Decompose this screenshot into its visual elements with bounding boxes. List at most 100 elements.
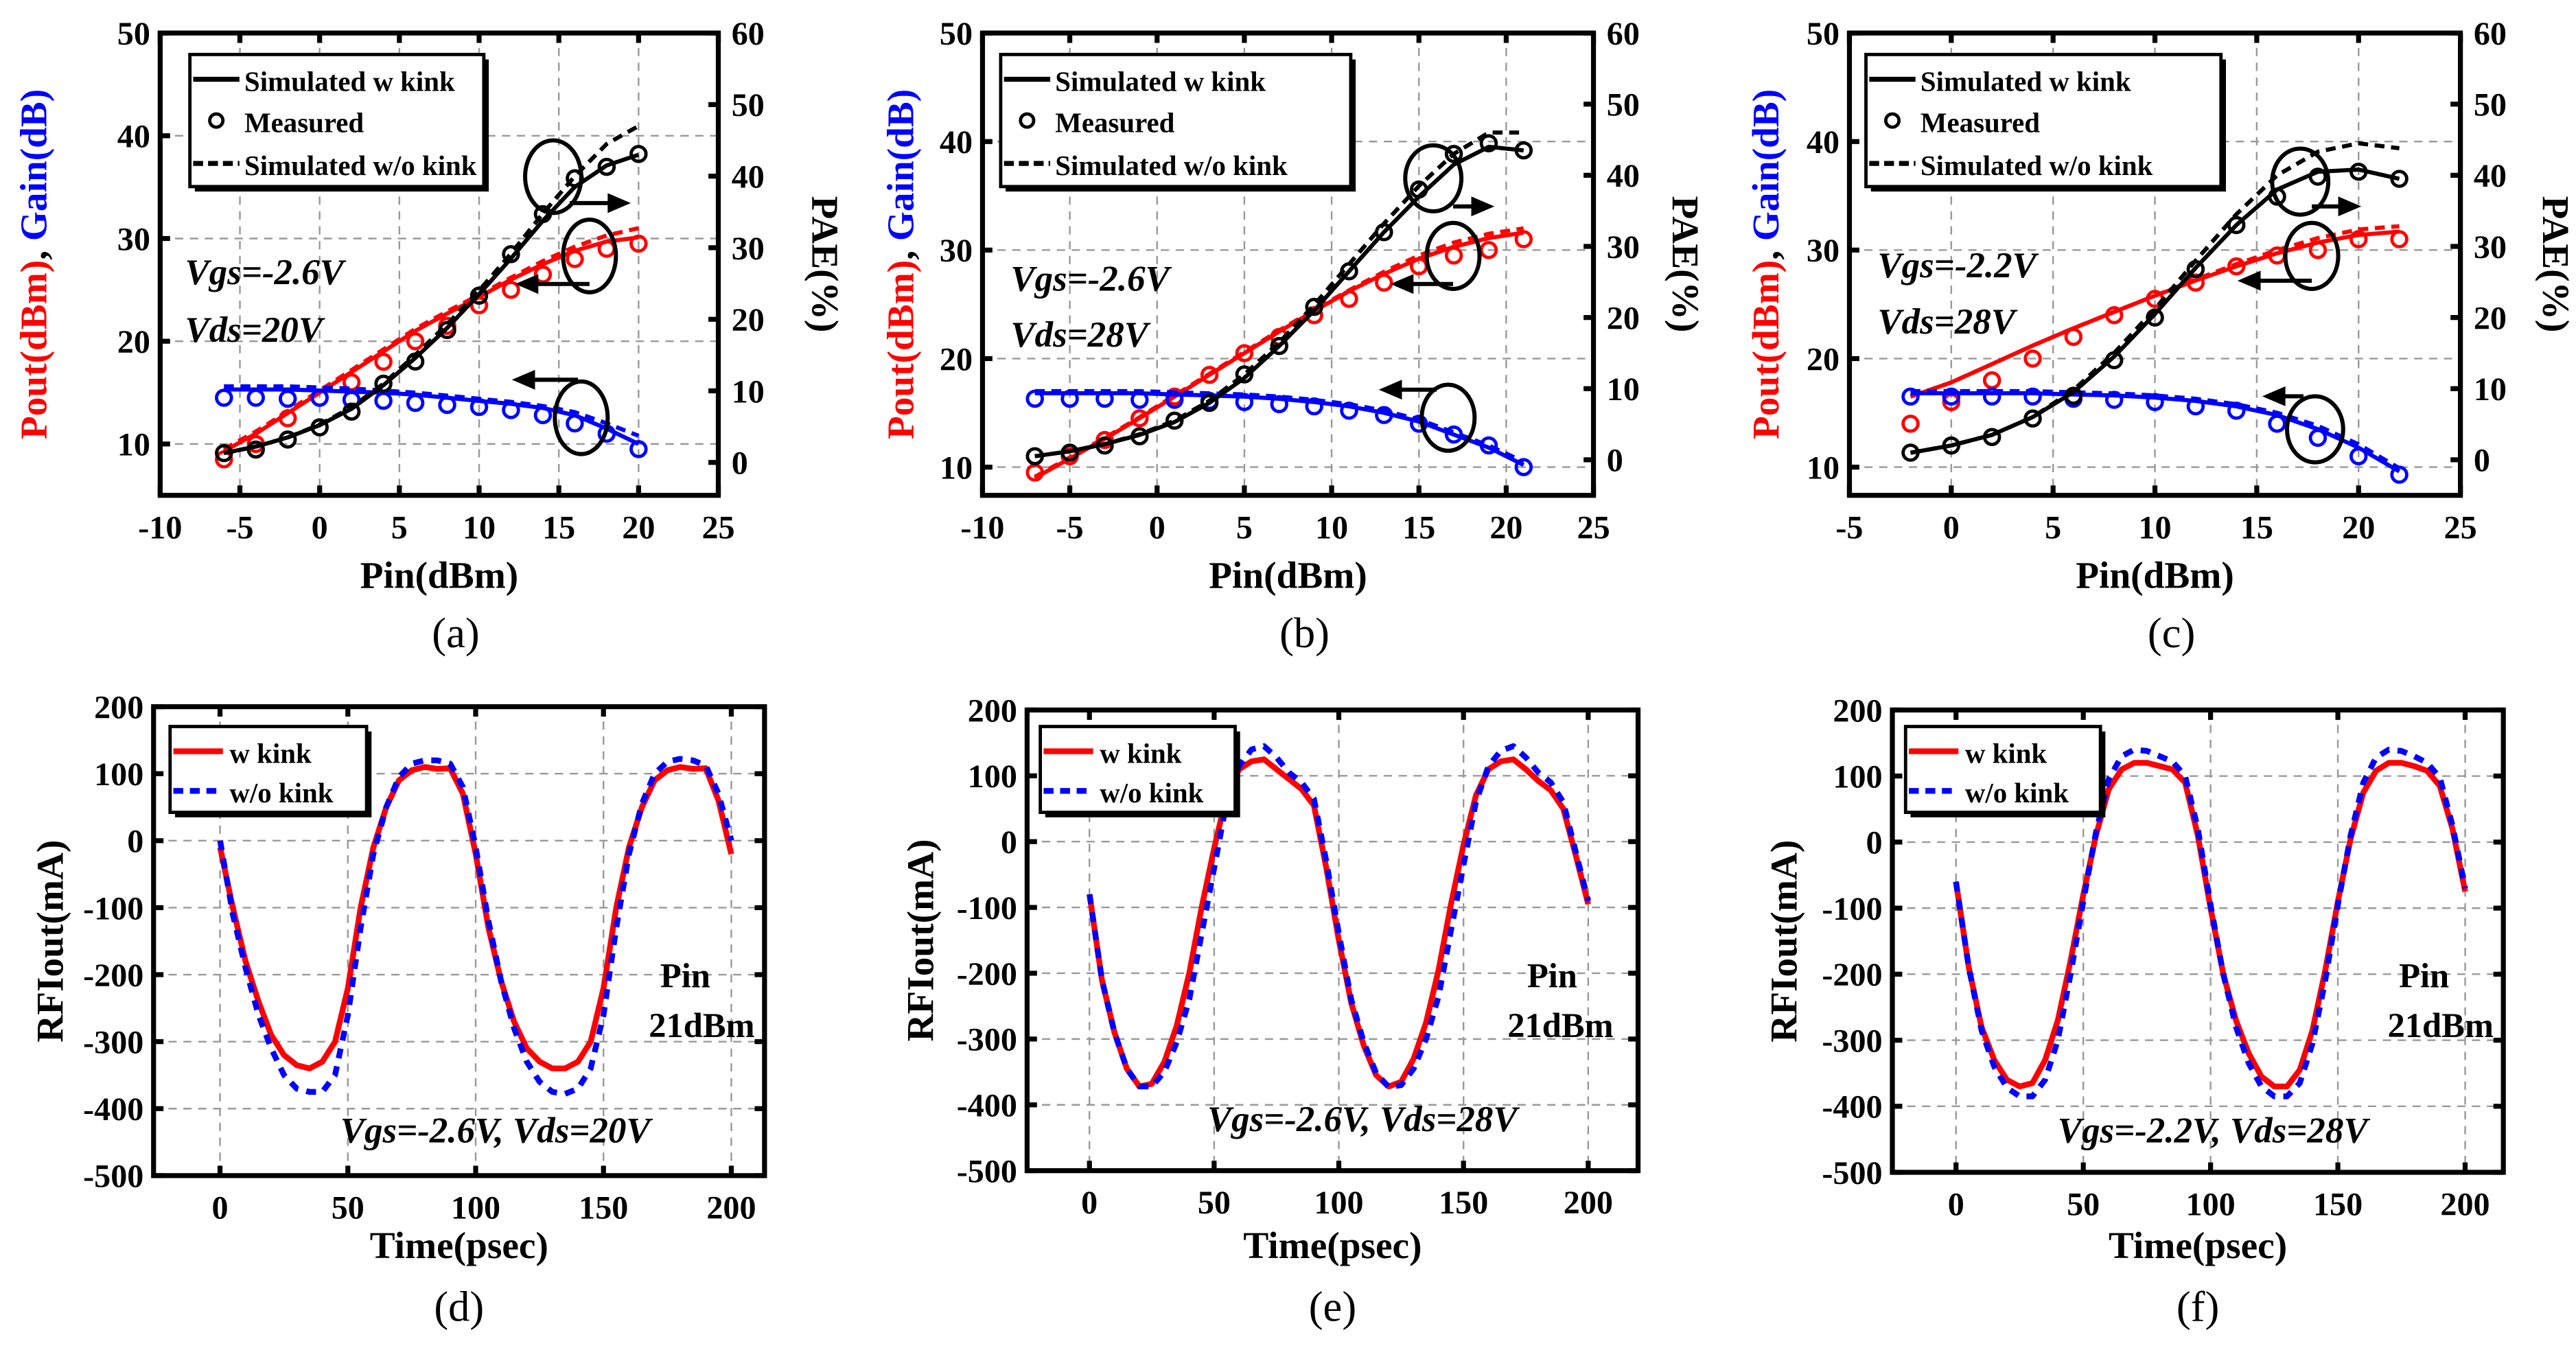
data-point-measured [278, 389, 297, 408]
y2-tick-label: 40 [2474, 158, 2507, 194]
legend-item: w/o kink [1100, 778, 1203, 809]
x-axis-label: Pin(dBm) [360, 554, 519, 596]
x-tick-label: 0 [1943, 509, 1960, 546]
data-point-measured [1270, 395, 1289, 414]
data-point-measured [1479, 134, 1498, 152]
y2-tick-label: 30 [1607, 229, 1640, 266]
data-point-measured [374, 352, 393, 371]
legend-circle-marker-icon [1019, 112, 1036, 129]
chart-panel-d: 0 50 100 150 200 -500 -400 -300 -200 -100 0 100 200 T… [29, 689, 767, 1331]
x-tick-label: 15 [1402, 509, 1435, 546]
y-tick-label: -500 [957, 1153, 1017, 1189]
y2-tick-label: 40 [732, 159, 765, 195]
x-axis-label: Time(psec) [2109, 1224, 2287, 1266]
data-point-measured [2104, 305, 2124, 325]
y-tick-label: 100 [1833, 759, 1882, 795]
series-gain-measured [215, 388, 648, 458]
x-tick-label: 100 [451, 1189, 500, 1226]
y-tick-label: -400 [83, 1091, 143, 1128]
y-tick-label: -300 [1822, 1023, 1882, 1059]
data-point-measured [1410, 415, 1428, 433]
y2-tick-label: 40 [1607, 158, 1640, 194]
data-point-measured [1479, 241, 1498, 259]
x-tick-label: 15 [542, 509, 575, 546]
series-w-o-kink [1953, 746, 2468, 1100]
panel-label: (b) [1279, 609, 1330, 657]
y-axis-label-part: Pout(dBm) [1745, 260, 1787, 439]
y2-tick-label: 50 [732, 87, 765, 124]
y2-axis-label: PAE(%) [2535, 196, 2576, 333]
legend-item: w/o kink [229, 778, 333, 809]
data-point-measured [2023, 349, 2042, 368]
y-tick-label: 40 [1807, 124, 1840, 161]
y-tick-label: -100 [1822, 891, 1882, 927]
legend-circle-marker-icon [1883, 112, 1901, 129]
arrow-head-icon [2262, 386, 2286, 406]
y-tick-label: 10 [940, 450, 973, 486]
bias-annotation: Vgs=-2.6V, Vds=20V [340, 1111, 653, 1151]
y-tick-label: 10 [1807, 450, 1840, 486]
data-point-measured [438, 321, 456, 340]
x-tick-label: -10 [138, 509, 182, 546]
y2-axis-label: PAE(%) [804, 196, 846, 333]
x-tick-label: 0 [212, 1189, 229, 1226]
series-pae-simulated-w-o-kink [1910, 141, 2400, 455]
x-tick-label: 10 [1315, 509, 1348, 546]
y2-tick-label: 60 [732, 16, 765, 52]
data-point-measured [1479, 436, 1498, 455]
y2-tick-label: 60 [2474, 16, 2507, 52]
data-point-measured [1165, 391, 1184, 409]
x-tick-label: -5 [1056, 509, 1084, 546]
series-line [1034, 130, 1524, 458]
data-point-measured [1340, 290, 1358, 308]
data-point-measured [1305, 297, 1323, 316]
y-tick-label: 30 [117, 221, 150, 257]
axis-indicator-circle-icon [2270, 146, 2331, 217]
data-point-measured [406, 393, 425, 412]
arrow-head-icon [511, 369, 535, 390]
data-point-measured [1130, 409, 1149, 428]
data-point-measured [597, 157, 616, 176]
y2-tick-label: 0 [2474, 443, 2490, 479]
data-point-measured [1901, 415, 1920, 433]
data-point-measured [469, 286, 489, 305]
bias-annotation: Vds=20V [185, 310, 325, 350]
data-point-measured [2186, 397, 2205, 416]
y2-tick-label: 30 [732, 231, 765, 267]
data-point-measured [2308, 241, 2328, 259]
series-pae-measured [1025, 134, 1533, 465]
x-tick-label: 25 [2444, 509, 2477, 546]
series-line [1034, 144, 1524, 458]
y-tick-label: -500 [1822, 1155, 1882, 1192]
plot-frame [151, 704, 767, 1178]
y-axis-label-part: Pout(dBm) [12, 260, 54, 439]
series-line [1910, 141, 2400, 455]
data-point-measured [1340, 402, 1358, 420]
data-point-measured [2227, 402, 2246, 420]
y-axis-label-part: Gain(dB) [879, 89, 921, 241]
series-pae-simulated-w-o-kink [1034, 130, 1524, 458]
chart-panel-a: -10 -5 0 5 10 15 20 25 10 20 30 40 50 0 10 20 30 40 50 60 Pi… [12, 16, 846, 657]
y-tick-label: -100 [957, 890, 1017, 927]
data-point-measured [533, 265, 553, 284]
panel-label: (d) [434, 1283, 484, 1331]
pin-value-annotation: 21dBm [649, 1006, 754, 1045]
y-tick-label: 50 [940, 16, 973, 52]
data-point-measured [2104, 351, 2124, 370]
data-point-measured [2390, 465, 2409, 484]
legend-box [168, 725, 369, 815]
y-tick-label: 200 [94, 689, 143, 725]
series-w-kink [1087, 756, 1591, 1090]
data-point-measured [2308, 167, 2328, 186]
legend-item: Measured [244, 107, 364, 138]
legend-item: w kink [229, 738, 312, 769]
plot-frame [1024, 707, 1641, 1174]
data-point-measured [502, 245, 520, 264]
data-point-measured [2064, 327, 2083, 347]
axis-indicator-circle-icon [561, 217, 618, 294]
data-point-measured [2308, 428, 2328, 448]
data-point-measured [502, 401, 520, 419]
y-tick-label: 30 [1807, 233, 1840, 269]
x-tick-label: 0 [312, 509, 328, 546]
bias-annotation: Vgs=-2.6V, Vds=28V [1207, 1100, 1520, 1139]
